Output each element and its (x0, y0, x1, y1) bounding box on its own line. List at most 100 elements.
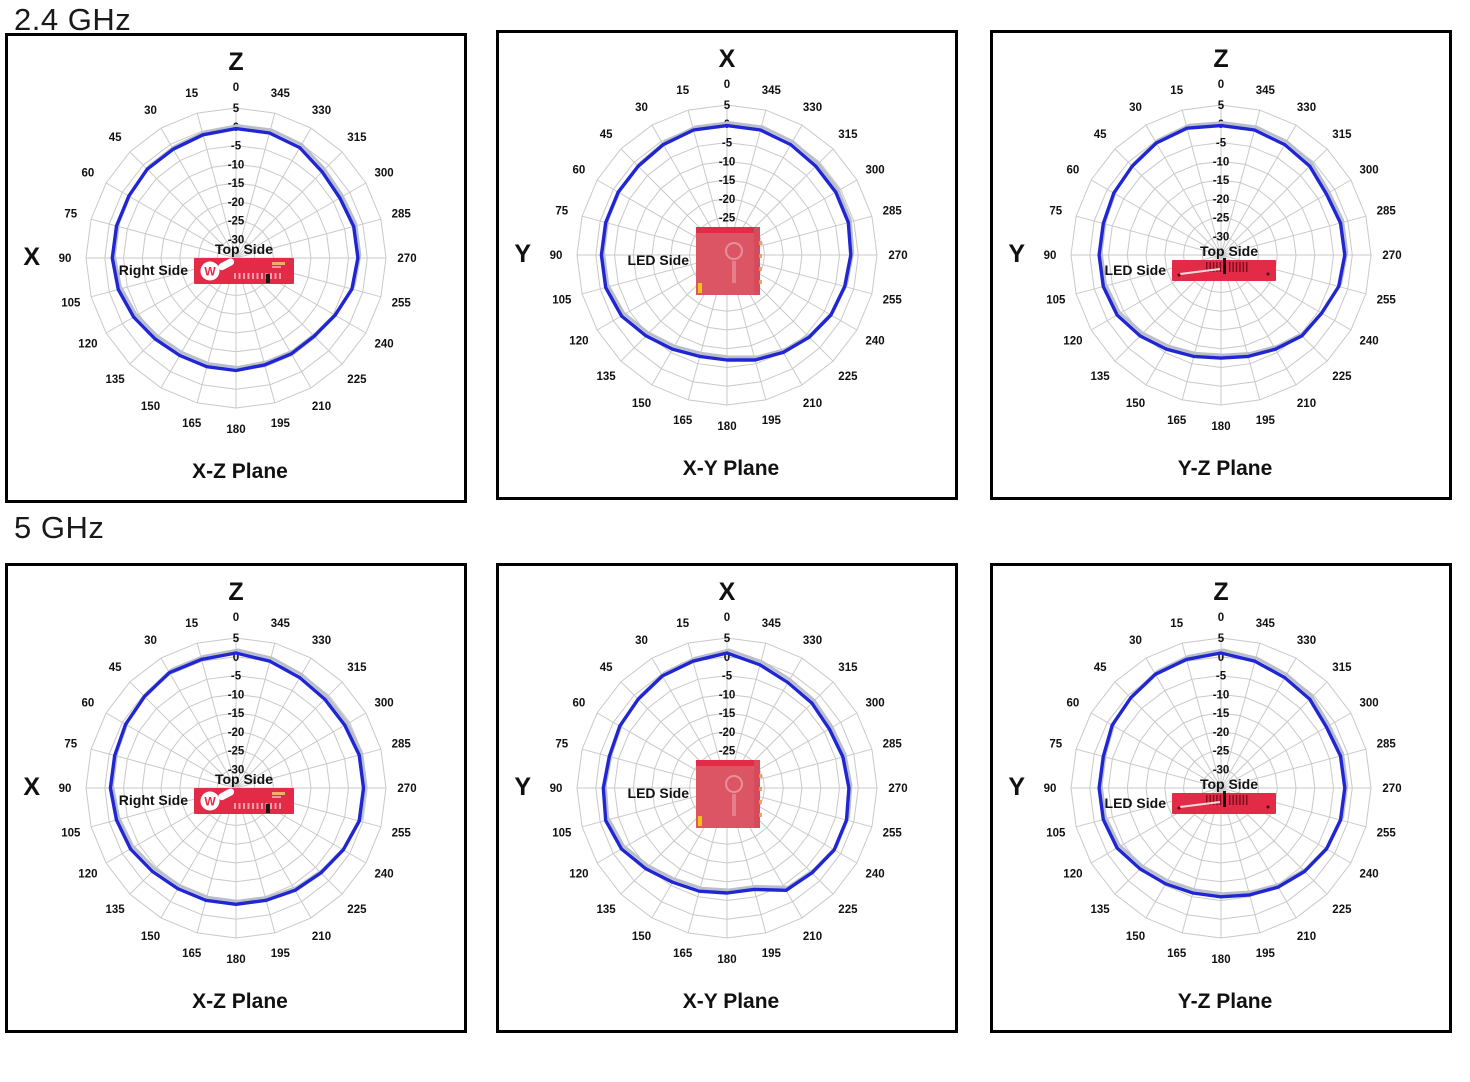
svg-text:150: 150 (141, 931, 160, 943)
svg-text:45: 45 (600, 129, 613, 141)
svg-text:-25: -25 (228, 746, 245, 758)
polar-grid (1070, 104, 1372, 406)
top-axis-letter: X (719, 578, 736, 606)
svg-text:120: 120 (78, 869, 97, 881)
svg-text:0: 0 (724, 79, 730, 91)
svg-text:240: 240 (375, 339, 394, 351)
svg-text:180: 180 (1211, 421, 1230, 433)
left-axis-letter: Y (514, 773, 531, 801)
svg-text:210: 210 (803, 931, 822, 943)
svg-text:LED Side: LED Side (1105, 262, 1167, 278)
svg-text:90: 90 (59, 783, 72, 795)
svg-text:210: 210 (312, 401, 331, 413)
radial-axis-labels: 50-5-10-15-20-25-30 (228, 103, 245, 246)
svg-text:120: 120 (569, 869, 588, 881)
svg-text:345: 345 (271, 88, 291, 100)
svg-text:210: 210 (312, 931, 331, 943)
svg-text:0: 0 (724, 652, 730, 664)
svg-text:Top Side: Top Side (1200, 243, 1258, 259)
radial-axis-labels: 50-5-10-15-20-25-30 (228, 633, 245, 776)
svg-text:60: 60 (82, 698, 95, 710)
svg-text:345: 345 (762, 618, 782, 630)
svg-text:300: 300 (1360, 698, 1379, 710)
svg-text:-20: -20 (719, 727, 736, 739)
svg-text:90: 90 (550, 250, 563, 262)
angle-labels: 0 15 30 45 60 75 90 105 120 135 150 165 180 195 210 225… (59, 612, 417, 966)
svg-text:180: 180 (717, 421, 736, 433)
svg-text:285: 285 (1377, 206, 1397, 218)
svg-text:-20: -20 (228, 727, 245, 739)
svg-text:60: 60 (82, 168, 95, 180)
svg-text:Right Side: Right Side (119, 792, 188, 808)
svg-text:-25: -25 (719, 213, 736, 225)
svg-text:150: 150 (1126, 931, 1145, 943)
svg-text:0: 0 (233, 652, 239, 664)
plane-title: X-Y Plane (683, 990, 780, 1013)
radiation-pattern-line (1097, 123, 1347, 360)
board-image (696, 760, 762, 828)
svg-text:315: 315 (1332, 129, 1352, 141)
svg-text:180: 180 (226, 424, 245, 436)
svg-text:165: 165 (673, 415, 693, 427)
svg-text:5: 5 (1218, 633, 1225, 645)
svg-text:90: 90 (550, 783, 563, 795)
svg-text:150: 150 (141, 401, 160, 413)
svg-text:30: 30 (1129, 635, 1142, 647)
svg-text:30: 30 (635, 102, 648, 114)
svg-text:-15: -15 (228, 178, 245, 190)
angle-labels: 0 15 30 45 60 75 90 105 120 135 150 165 180 195 210 225… (550, 612, 908, 966)
svg-text:150: 150 (632, 398, 651, 410)
svg-text:300: 300 (866, 698, 885, 710)
svg-text:240: 240 (1360, 869, 1379, 881)
polar-chart-canvas: 5 0 -5 -10 -15 -20 -25 LED Side 0 15 30 45 60 75 90 105… (514, 578, 908, 1013)
polar-chart-5g-xz-plane: 5 0 -5 -10 -15 -20 -25 -30 W Top Side Right Side 0 1… (5, 563, 467, 1033)
plane-title: X-Z Plane (192, 990, 288, 1013)
svg-text:345: 345 (1256, 618, 1276, 630)
svg-text:75: 75 (1049, 739, 1062, 751)
svg-text:330: 330 (1297, 102, 1316, 114)
svg-text:345: 345 (271, 618, 291, 630)
svg-text:255: 255 (883, 827, 903, 839)
svg-text:-20: -20 (228, 197, 245, 209)
svg-text:315: 315 (347, 132, 367, 144)
svg-text:15: 15 (1170, 618, 1183, 630)
svg-text:330: 330 (1297, 635, 1316, 647)
svg-text:210: 210 (1297, 931, 1316, 943)
svg-text:345: 345 (762, 85, 782, 97)
svg-text:255: 255 (392, 827, 412, 839)
svg-text:180: 180 (226, 954, 245, 966)
svg-text:Top Side: Top Side (1200, 776, 1258, 792)
svg-text:-15: -15 (228, 708, 245, 720)
svg-text:255: 255 (1377, 294, 1397, 306)
svg-text:120: 120 (569, 336, 588, 348)
svg-text:45: 45 (1094, 662, 1107, 674)
svg-text:75: 75 (555, 206, 568, 218)
svg-text:330: 330 (803, 102, 822, 114)
svg-text:-5: -5 (231, 671, 242, 683)
section-heading-2-4ghz: 2.4 GHz (14, 2, 132, 37)
svg-text:285: 285 (392, 209, 412, 221)
svg-text:165: 165 (182, 418, 202, 430)
svg-text:-10: -10 (719, 689, 736, 701)
svg-text:195: 195 (1256, 948, 1276, 960)
svg-text:45: 45 (1094, 129, 1107, 141)
top-axis-letter: Z (228, 48, 243, 76)
svg-text:180: 180 (717, 954, 736, 966)
board-orientation-labels: LED Side (628, 252, 690, 268)
svg-text:0: 0 (233, 82, 239, 94)
svg-text:-15: -15 (1213, 175, 1230, 187)
svg-text:-10: -10 (228, 159, 245, 171)
svg-text:330: 330 (312, 105, 331, 117)
svg-text:225: 225 (347, 904, 367, 916)
svg-text:W: W (204, 795, 216, 809)
svg-text:270: 270 (397, 253, 416, 265)
svg-text:315: 315 (347, 662, 367, 674)
svg-text:180: 180 (1211, 954, 1230, 966)
svg-text:270: 270 (1382, 250, 1401, 262)
board-image: W (194, 788, 294, 814)
svg-text:210: 210 (803, 398, 822, 410)
svg-text:135: 135 (106, 374, 126, 386)
svg-text:30: 30 (635, 635, 648, 647)
